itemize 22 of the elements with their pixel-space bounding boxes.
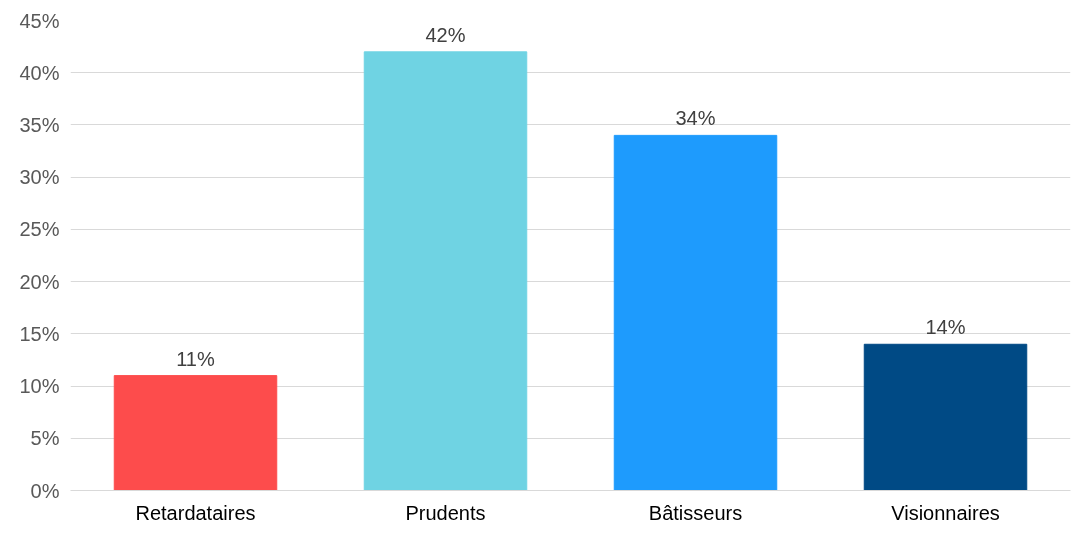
y-tick-label: 5% <box>30 427 60 450</box>
data-label: 11% <box>176 347 215 370</box>
y-tick-label: 40% <box>19 61 60 84</box>
x-tick-label: Retardataires <box>135 501 256 524</box>
bar <box>113 375 278 491</box>
y-tick-label: 35% <box>19 113 60 136</box>
bar <box>613 134 778 491</box>
x-tick-label: Bâtisseurs <box>648 501 743 524</box>
y-tick-label: 10% <box>19 375 60 398</box>
y-tick-label: 20% <box>19 270 60 293</box>
data-label: 42% <box>425 23 466 46</box>
bar <box>363 51 528 491</box>
data-label: 14% <box>925 316 966 339</box>
data-label: 34% <box>675 107 716 130</box>
y-tick-label: 0% <box>30 479 60 502</box>
y-tick-label: 30% <box>19 166 60 189</box>
y-tick-label: 15% <box>19 322 60 345</box>
y-tick-label: 45% <box>19 9 60 32</box>
x-tick-label: Prudents <box>405 501 486 524</box>
bar <box>863 343 1028 491</box>
x-tick-label: Visionnaires <box>891 501 1000 524</box>
y-tick-label: 25% <box>19 218 60 241</box>
